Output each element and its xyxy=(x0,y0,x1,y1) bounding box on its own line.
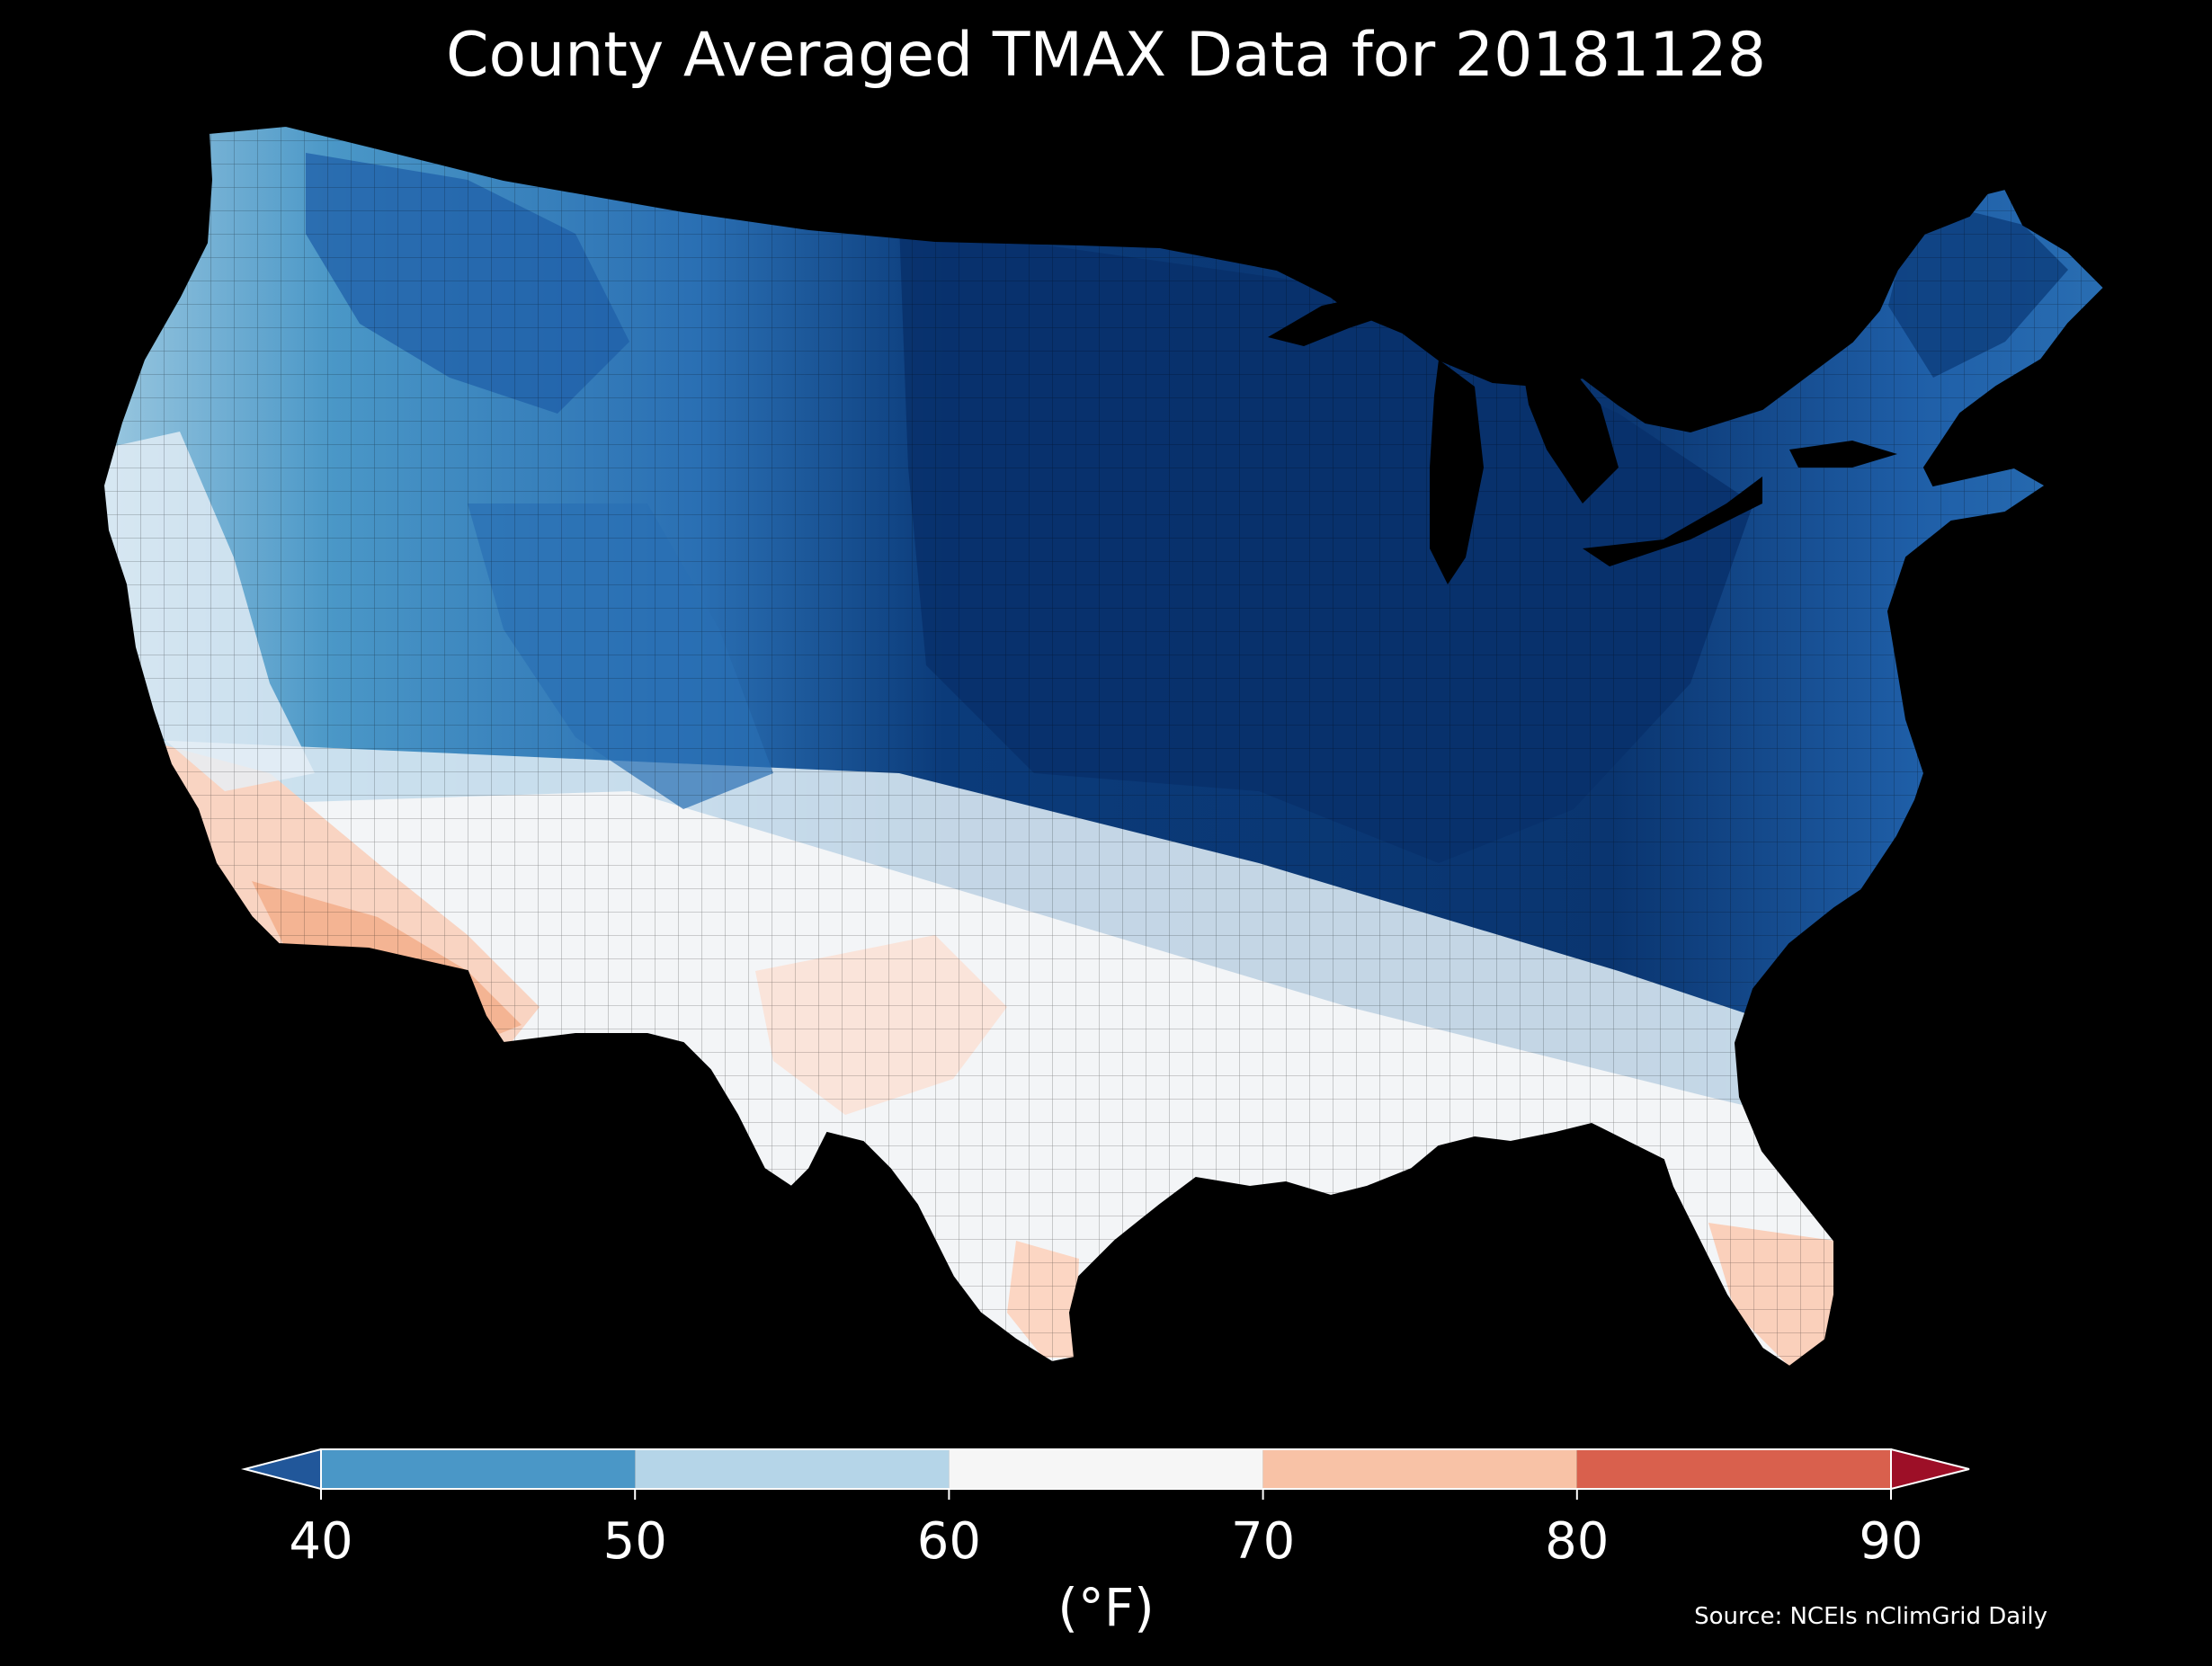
colorbar-tick-label: 50 xyxy=(603,1512,667,1571)
colorbar-over-arrow xyxy=(1891,1449,1969,1489)
map-title: County Averaged TMAX Data for 20181128 xyxy=(446,20,1766,91)
us-outline xyxy=(102,124,2106,1368)
colorbar-label: (°F) xyxy=(1057,1577,1155,1638)
colorbar-segment-50-60 xyxy=(635,1449,950,1489)
colorbar-frame xyxy=(320,1448,1892,1490)
colorbar-tick-label: 90 xyxy=(1859,1512,1922,1571)
source-note: Source: NCEIs nClimGrid Daily xyxy=(1694,1603,2047,1630)
colorbar-under-arrow xyxy=(245,1449,321,1489)
colorbar-tick-label: 60 xyxy=(917,1512,981,1571)
colorbar-segment-70-80 xyxy=(1262,1449,1577,1489)
colorbar-tick-label: 80 xyxy=(1545,1512,1609,1571)
great-lakes xyxy=(1268,292,1897,584)
colorbar-segment-40-50 xyxy=(321,1449,636,1489)
colorbar-segment-80-90 xyxy=(1576,1449,1891,1489)
colorbar-tick-label: 70 xyxy=(1231,1512,1295,1571)
colorbar-tick-label: 40 xyxy=(289,1512,352,1571)
colorbar-segment-60-70 xyxy=(949,1449,1263,1489)
